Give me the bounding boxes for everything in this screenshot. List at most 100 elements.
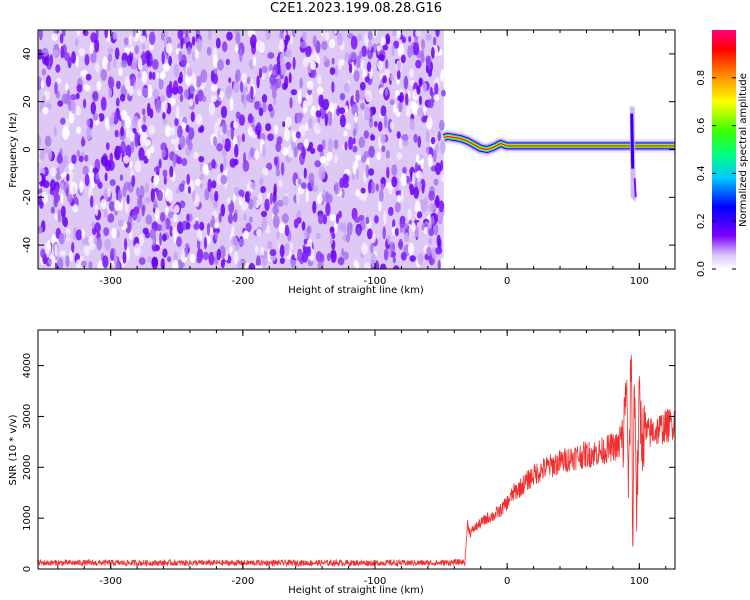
- noise-blob: [417, 252, 424, 266]
- noise-blob: [213, 227, 220, 234]
- noise-blob: [247, 30, 253, 38]
- spectrogram-ylabel: Frequency (Hz): [8, 112, 19, 188]
- noise-blob: [423, 104, 427, 116]
- noise-blob: [416, 85, 421, 95]
- noise-blob: [329, 214, 337, 222]
- noise-blob: [70, 94, 77, 101]
- noise-blob: [147, 256, 152, 263]
- noise-blob: [162, 248, 168, 258]
- noise-blob: [365, 216, 370, 225]
- noise-blob: [416, 153, 420, 164]
- noise-blob: [256, 228, 262, 237]
- noise-blob: [359, 50, 363, 59]
- noise-blob: [170, 138, 175, 145]
- noise-blob: [419, 95, 422, 106]
- noise-blob: [430, 215, 435, 225]
- noise-blob: [312, 185, 318, 193]
- noise-blob: [90, 101, 97, 115]
- noise-blob: [400, 134, 408, 141]
- noise-blob: [81, 229, 86, 239]
- noise-blob: [75, 92, 80, 100]
- noise-blob: [176, 236, 182, 248]
- noise-blob: [331, 57, 335, 65]
- noise-blob: [322, 98, 330, 111]
- noise-blob: [233, 251, 239, 265]
- noise-blob: [414, 34, 419, 44]
- noise-blob: [175, 106, 180, 120]
- noise-blob: [103, 208, 109, 218]
- noise-blob: [321, 40, 328, 51]
- noise-blob: [102, 56, 108, 70]
- noise-blob: [74, 38, 79, 47]
- noise-blob: [301, 146, 306, 159]
- noise-blob: [245, 222, 252, 233]
- noise-blob: [114, 129, 119, 138]
- snr-ytick-label: 4000: [22, 353, 33, 378]
- noise-blob: [153, 166, 160, 173]
- noise-blob: [162, 118, 168, 125]
- noise-blob: [233, 158, 239, 166]
- noise-blob: [310, 147, 316, 154]
- noise-blob: [136, 186, 140, 197]
- noise-blob: [278, 39, 285, 53]
- noise-blob: [42, 106, 49, 115]
- noise-blob: [333, 102, 338, 110]
- noise-blob: [301, 31, 307, 41]
- noise-blob: [267, 240, 273, 250]
- noise-blob: [255, 255, 261, 268]
- noise-blob: [339, 93, 346, 101]
- noise-blob: [173, 230, 177, 244]
- noise-blob: [165, 190, 169, 198]
- noise-blob: [296, 112, 304, 120]
- noise-blob: [436, 234, 441, 248]
- noise-blob: [345, 105, 348, 113]
- noise-blob: [214, 190, 219, 202]
- noise-blob: [71, 242, 75, 254]
- noise-blob: [261, 217, 268, 231]
- noise-blob: [439, 119, 445, 131]
- colorbar-label: Normalized spectral amplitude: [738, 73, 749, 227]
- noise-blob: [273, 183, 277, 196]
- noise-blob: [274, 200, 278, 214]
- noise-blob: [204, 188, 210, 201]
- noise-blob: [356, 55, 361, 69]
- noise-blob: [189, 84, 195, 95]
- noise-blob: [202, 163, 209, 175]
- noise-blob: [207, 178, 212, 193]
- noise-blob: [385, 150, 390, 159]
- noise-blob: [112, 31, 118, 40]
- noise-blob: [217, 88, 220, 96]
- noise-blob: [75, 105, 81, 117]
- noise-blob: [382, 44, 389, 51]
- noise-blob: [84, 54, 90, 66]
- noise-blob: [139, 133, 147, 147]
- colorbar-ticks: 0.0 0.2 0.4 0.6 0.8: [696, 70, 736, 277]
- noise-blob: [326, 111, 333, 120]
- noise-blob: [284, 127, 290, 142]
- noise-blob: [261, 94, 268, 104]
- noise-blob: [435, 195, 440, 209]
- noise-blob: [60, 192, 64, 204]
- noise-blob: [258, 67, 263, 79]
- noise-blob: [83, 84, 89, 91]
- noise-blob: [208, 251, 215, 266]
- noise-blob: [92, 113, 99, 121]
- noise-blob: [141, 87, 149, 97]
- noise-blob: [154, 207, 160, 221]
- noise-blob: [367, 30, 373, 41]
- noise-blob: [241, 72, 248, 84]
- noise-blob: [428, 190, 435, 201]
- noise-blob: [417, 135, 422, 148]
- noise-blob: [242, 160, 250, 172]
- noise-blob: [282, 121, 286, 128]
- noise-blob: [194, 48, 199, 59]
- noise-blob: [65, 187, 69, 197]
- noise-blob: [57, 209, 62, 223]
- noise-blob: [409, 68, 414, 78]
- noise-blob: [360, 187, 366, 194]
- noise-blob: [334, 64, 339, 78]
- noise-blob: [363, 130, 370, 139]
- noise-blob: [156, 224, 163, 232]
- noise-blob: [259, 176, 264, 186]
- noise-blob: [312, 200, 317, 214]
